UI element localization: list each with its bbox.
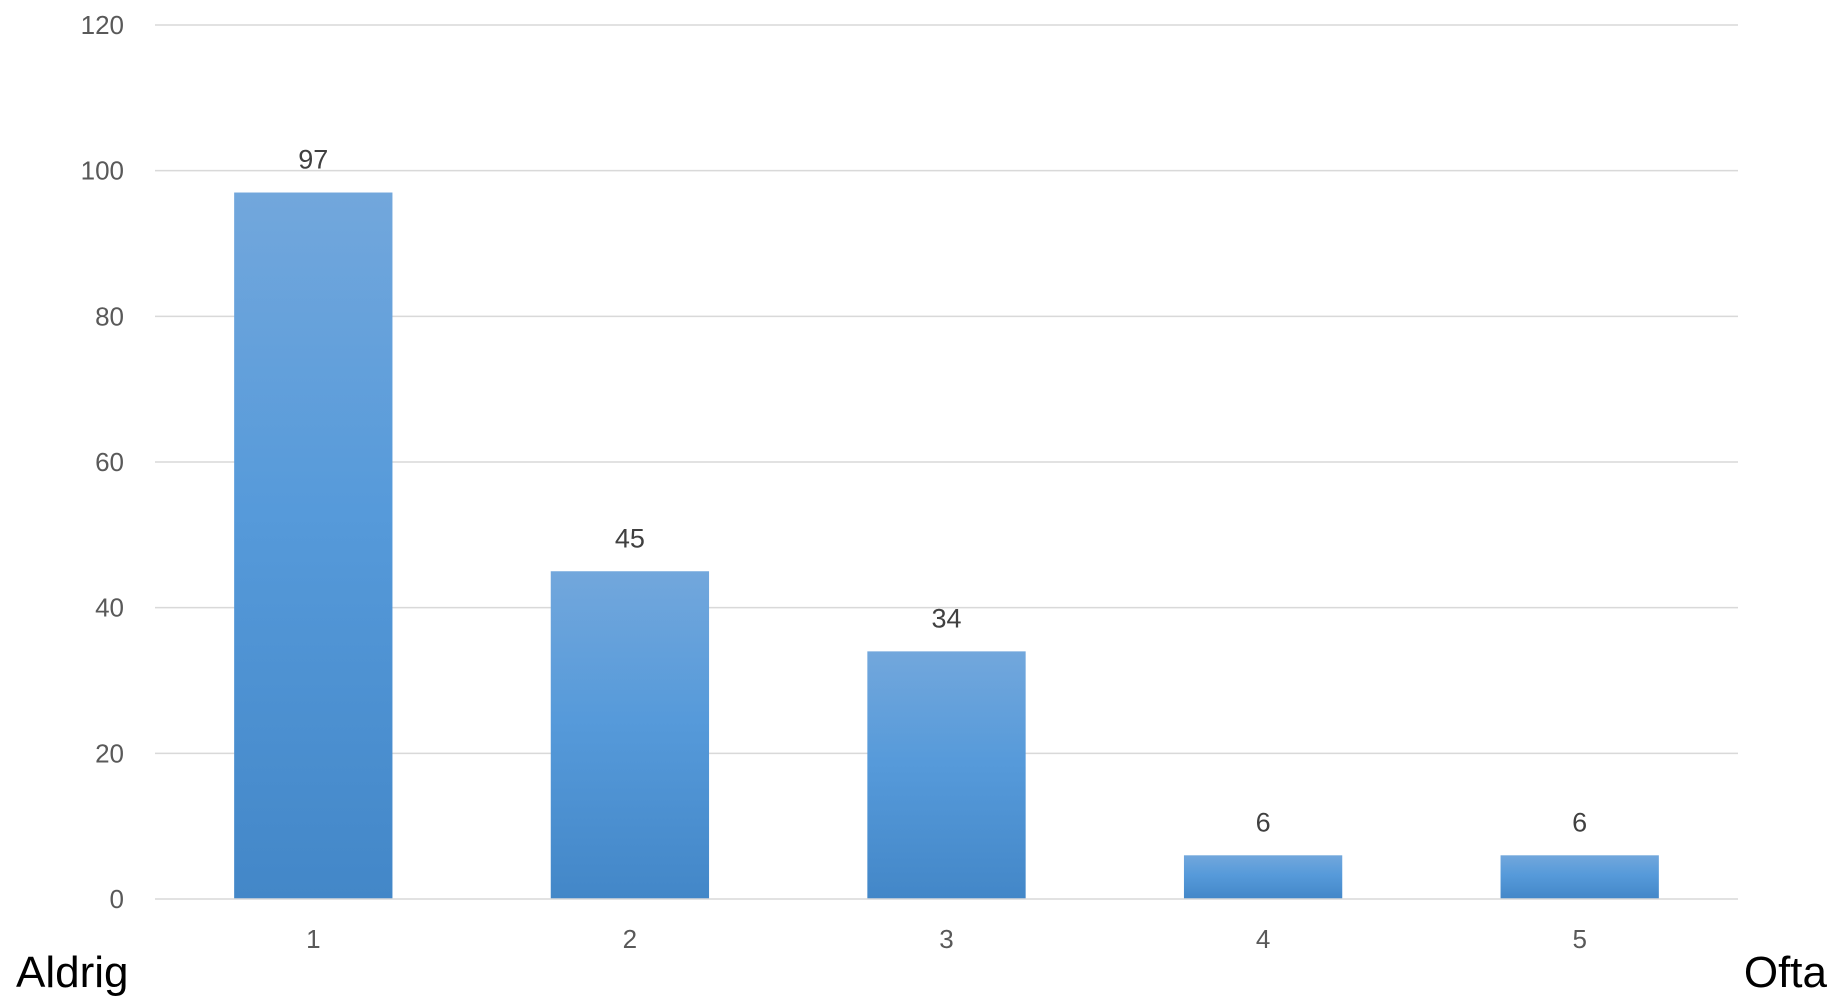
x-tick-label: 1: [306, 924, 320, 954]
y-tick-label: 120: [81, 10, 124, 40]
bar-1: [234, 192, 393, 899]
data-labels: 97 45 34 6 6: [298, 145, 1587, 838]
y-axis-tick-labels: 0 20 40 60 80 100 120: [81, 10, 124, 914]
scale-label-left: Aldrig: [16, 948, 129, 997]
bar-4: [1183, 855, 1343, 899]
y-tick-label: 100: [81, 156, 124, 186]
data-label-3: 34: [931, 603, 961, 633]
bar-5: [1500, 855, 1659, 899]
bar-2: [550, 571, 710, 899]
bar-3: [867, 651, 1026, 899]
x-axis-tick-labels: 1 2 3 4 5: [306, 924, 1587, 954]
x-tick-label: 2: [623, 924, 637, 954]
x-tick-label: 5: [1572, 924, 1586, 954]
y-tick-label: 20: [95, 738, 124, 768]
y-tick-label: 80: [95, 301, 124, 331]
gridlines: [155, 24, 1738, 755]
data-label-4: 6: [1256, 807, 1271, 837]
y-tick-label: 60: [95, 447, 124, 477]
y-tick-label: 40: [95, 593, 124, 623]
data-label-1: 97: [298, 145, 328, 175]
data-label-2: 45: [615, 523, 645, 553]
data-label-5: 6: [1572, 807, 1587, 837]
x-tick-label: 4: [1256, 924, 1270, 954]
bars: [234, 192, 1659, 899]
scale-label-right: Ofta: [1744, 948, 1828, 997]
x-tick-label: 3: [939, 924, 953, 954]
y-tick-label: 0: [110, 884, 124, 914]
